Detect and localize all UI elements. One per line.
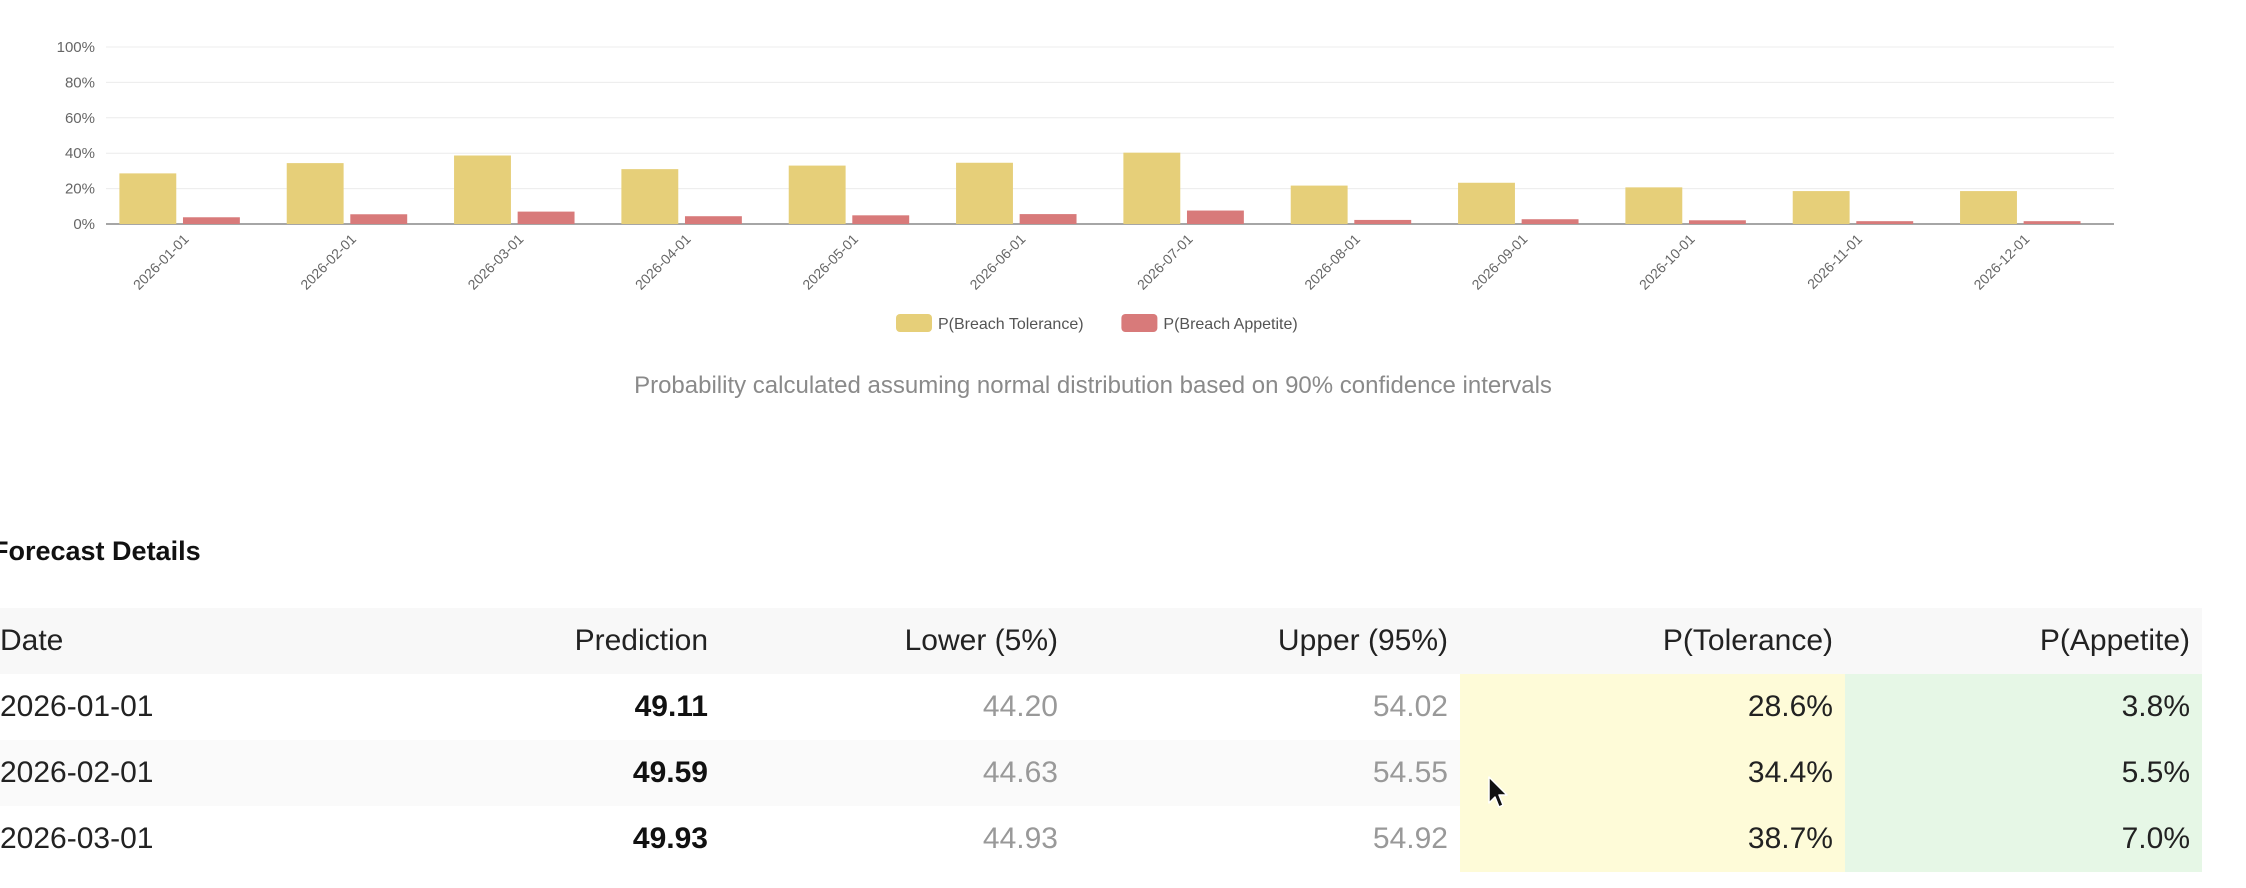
forecast-details-table: Date Prediction Lower (5%) Upper (95%) P… (0, 608, 2202, 872)
x-tick-label: 2026-08-01 (1301, 231, 1363, 293)
bar-appetite (517, 211, 575, 224)
bar-appetite (852, 215, 910, 224)
y-tick-label: 20% (65, 181, 95, 198)
bar-appetite (182, 217, 240, 224)
x-tick-label: 2026-05-01 (799, 231, 861, 293)
col-header-date[interactable]: Date (0, 608, 350, 674)
cell-upper: 54.02 (1372, 690, 1448, 723)
x-tick-label: 2026-10-01 (1636, 231, 1698, 293)
chart-note: Probability calculated assuming normal d… (634, 372, 1552, 399)
table-row[interactable]: 2026-02-01 49.59 44.63 54.55 34.4% 5.5% (0, 740, 2202, 806)
cell-lower: 44.20 (982, 690, 1058, 723)
x-tick-label: 2026-01-01 (130, 231, 192, 293)
breach-probability-chart: 0% 20% 40% 60% 80% 100% 2026-01-01 2026-02-01 20… (57, 39, 2114, 333)
section-title: Forecast Details (0, 536, 201, 566)
legend-swatch (896, 314, 932, 332)
mouse-cursor-icon (1488, 776, 1508, 808)
cell-prediction: 49.93 (632, 822, 708, 855)
bar-tolerance (1792, 191, 1850, 224)
bar-tolerance (454, 155, 511, 224)
x-tick-label: 2026-11-01 (1804, 231, 1865, 292)
bar-tolerance (1123, 152, 1181, 224)
cell-lower: 44.93 (982, 822, 1058, 855)
x-tick-label: 2026-09-01 (1468, 231, 1530, 293)
y-tick-label: 40% (65, 145, 95, 162)
bar-appetite (1688, 220, 1746, 224)
cell-p-tolerance: 28.6% (1460, 674, 1845, 740)
table-header-row: Date Prediction Lower (5%) Upper (95%) P… (0, 608, 2202, 674)
x-tick-label: 2026-12-01 (1970, 231, 2032, 293)
y-tick-label: 100% (57, 39, 95, 56)
bar-appetite (1019, 214, 1077, 224)
cell-prediction: 49.59 (350, 740, 720, 806)
y-tick-label: 0% (73, 216, 95, 233)
cell-date: 2026-01-01 (0, 690, 154, 723)
table-row[interactable]: 2026-03-01 49.93 44.93 54.92 38.7% 7.0% (0, 806, 2202, 872)
bar-tolerance (286, 163, 344, 224)
bar-appetite (684, 216, 742, 224)
x-tick-label: 2026-03-01 (464, 231, 526, 293)
cell-p-appetite: 3.8% (1845, 674, 2202, 740)
cell-upper: 54.55 (1070, 740, 1460, 806)
bar-appetite (1521, 219, 1579, 224)
cell-p-appetite: 5.5% (1845, 740, 2202, 806)
bar-appetite (1856, 221, 1914, 224)
table-row[interactable]: 2026-01-01 49.11 44.20 54.02 28.6% 3.8% (0, 674, 2202, 740)
bar-tolerance (119, 173, 177, 224)
bar-tolerance (621, 169, 679, 224)
cell-p-tolerance: 34.4% (1460, 740, 1845, 806)
col-header-upper[interactable]: Upper (95%) (1070, 608, 1460, 674)
col-header-prediction[interactable]: Prediction (350, 608, 720, 674)
x-tick-label: 2026-02-01 (297, 231, 359, 293)
bar-appetite (2023, 221, 2081, 224)
x-tick-label: 2026-04-01 (632, 231, 694, 293)
cell-p-appetite: 7.0% (1845, 806, 2202, 872)
legend-label: P(Breach Tolerance) (938, 316, 1084, 333)
col-header-lower[interactable]: Lower (5%) (720, 608, 1070, 674)
bar-tolerance (1458, 182, 1515, 224)
x-tick-label: 2026-06-01 (966, 231, 1028, 293)
bar-tolerance (956, 162, 1013, 224)
cell-prediction: 49.11 (634, 690, 708, 723)
bar-appetite (1354, 219, 1412, 224)
y-tick-label: 60% (65, 110, 95, 127)
bar-appetite (1186, 210, 1244, 224)
bar-tolerance (1290, 185, 1348, 224)
col-header-p-tolerance[interactable]: P(Tolerance) (1460, 608, 1845, 674)
y-tick-label: 80% (65, 74, 95, 91)
cell-upper: 54.92 (1372, 822, 1448, 855)
col-header-p-appetite[interactable]: P(Appetite) (1845, 608, 2202, 674)
bar-appetite (350, 214, 408, 224)
x-tick-label: 2026-07-01 (1134, 231, 1196, 293)
cell-lower: 44.63 (720, 740, 1070, 806)
legend-swatch (1121, 314, 1158, 332)
cell-p-tolerance: 38.7% (1460, 806, 1845, 872)
bar-tolerance (788, 165, 846, 224)
cell-date: 2026-03-01 (0, 822, 154, 855)
bar-tolerance (1960, 191, 2017, 224)
bar-tolerance (1625, 187, 1683, 224)
legend-label: P(Breach Appetite) (1163, 316, 1297, 333)
cell-date: 2026-02-01 (0, 740, 350, 806)
